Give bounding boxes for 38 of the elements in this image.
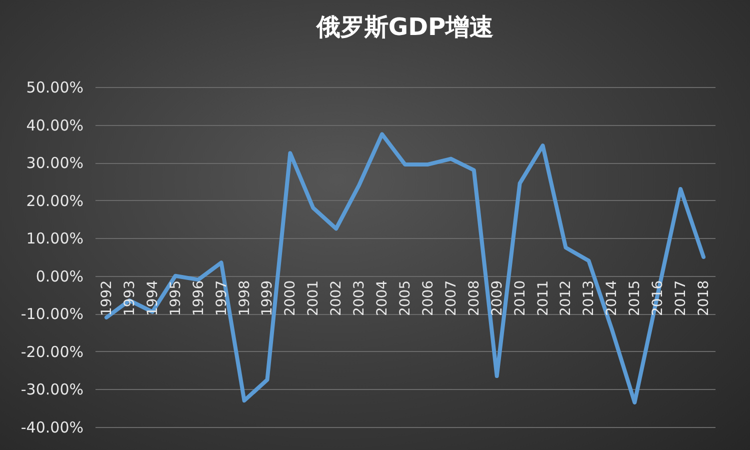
y-tick-label: -20.00% xyxy=(20,342,84,361)
y-tick-label: 0.00% xyxy=(36,267,84,286)
x-tick-label: 2009 xyxy=(489,280,506,316)
x-tick-label: 1996 xyxy=(190,280,207,316)
y-tick-label: 10.00% xyxy=(26,230,84,248)
x-tick-label: 2003 xyxy=(352,280,368,316)
x-tick-label: 1999 xyxy=(260,280,276,316)
x-tick-label: 2016 xyxy=(650,280,666,316)
x-tick-label: 2008 xyxy=(466,280,482,316)
x-tick-label: 2010 xyxy=(512,280,528,316)
y-tick-label: -10.00% xyxy=(20,305,84,324)
x-tick-label: 2001 xyxy=(306,280,322,316)
x-tick-label: 2014 xyxy=(604,280,620,316)
y-tick-label: -40.00% xyxy=(20,418,84,436)
y-tick-label: 30.00% xyxy=(26,154,84,172)
chart-title: 俄罗斯GDP增速 xyxy=(315,13,494,41)
x-tick-label: 2004 xyxy=(374,280,391,316)
y-tick-label: 20.00% xyxy=(26,192,84,210)
x-tick-label: 2005 xyxy=(398,280,414,316)
x-tick-label: 2017 xyxy=(673,280,690,316)
x-tick-label: 1994 xyxy=(144,280,161,316)
x-tick-label: 2000 xyxy=(282,280,299,316)
x-tick-label: 1998 xyxy=(236,280,253,316)
x-tick-label: 2006 xyxy=(420,280,436,316)
y-tick-label: 40.00% xyxy=(26,116,84,134)
x-tick-label: 2011 xyxy=(535,280,552,316)
x-tick-label: 2007 xyxy=(443,280,460,316)
y-tick-label: 50.00% xyxy=(26,78,84,96)
x-tick-label: 1997 xyxy=(214,280,230,316)
x-tick-label: 2018 xyxy=(696,280,712,316)
x-tick-label: 2002 xyxy=(328,280,345,316)
x-tick-label: 2012 xyxy=(558,280,574,316)
x-tick-label: 2015 xyxy=(627,280,644,316)
y-tick-label: -30.00% xyxy=(20,380,84,399)
x-tick-label: 2013 xyxy=(581,280,598,316)
x-tick-label: 1995 xyxy=(168,280,184,316)
x-tick-label: 1992 xyxy=(98,280,115,316)
x-tick-label: 1993 xyxy=(122,280,138,316)
